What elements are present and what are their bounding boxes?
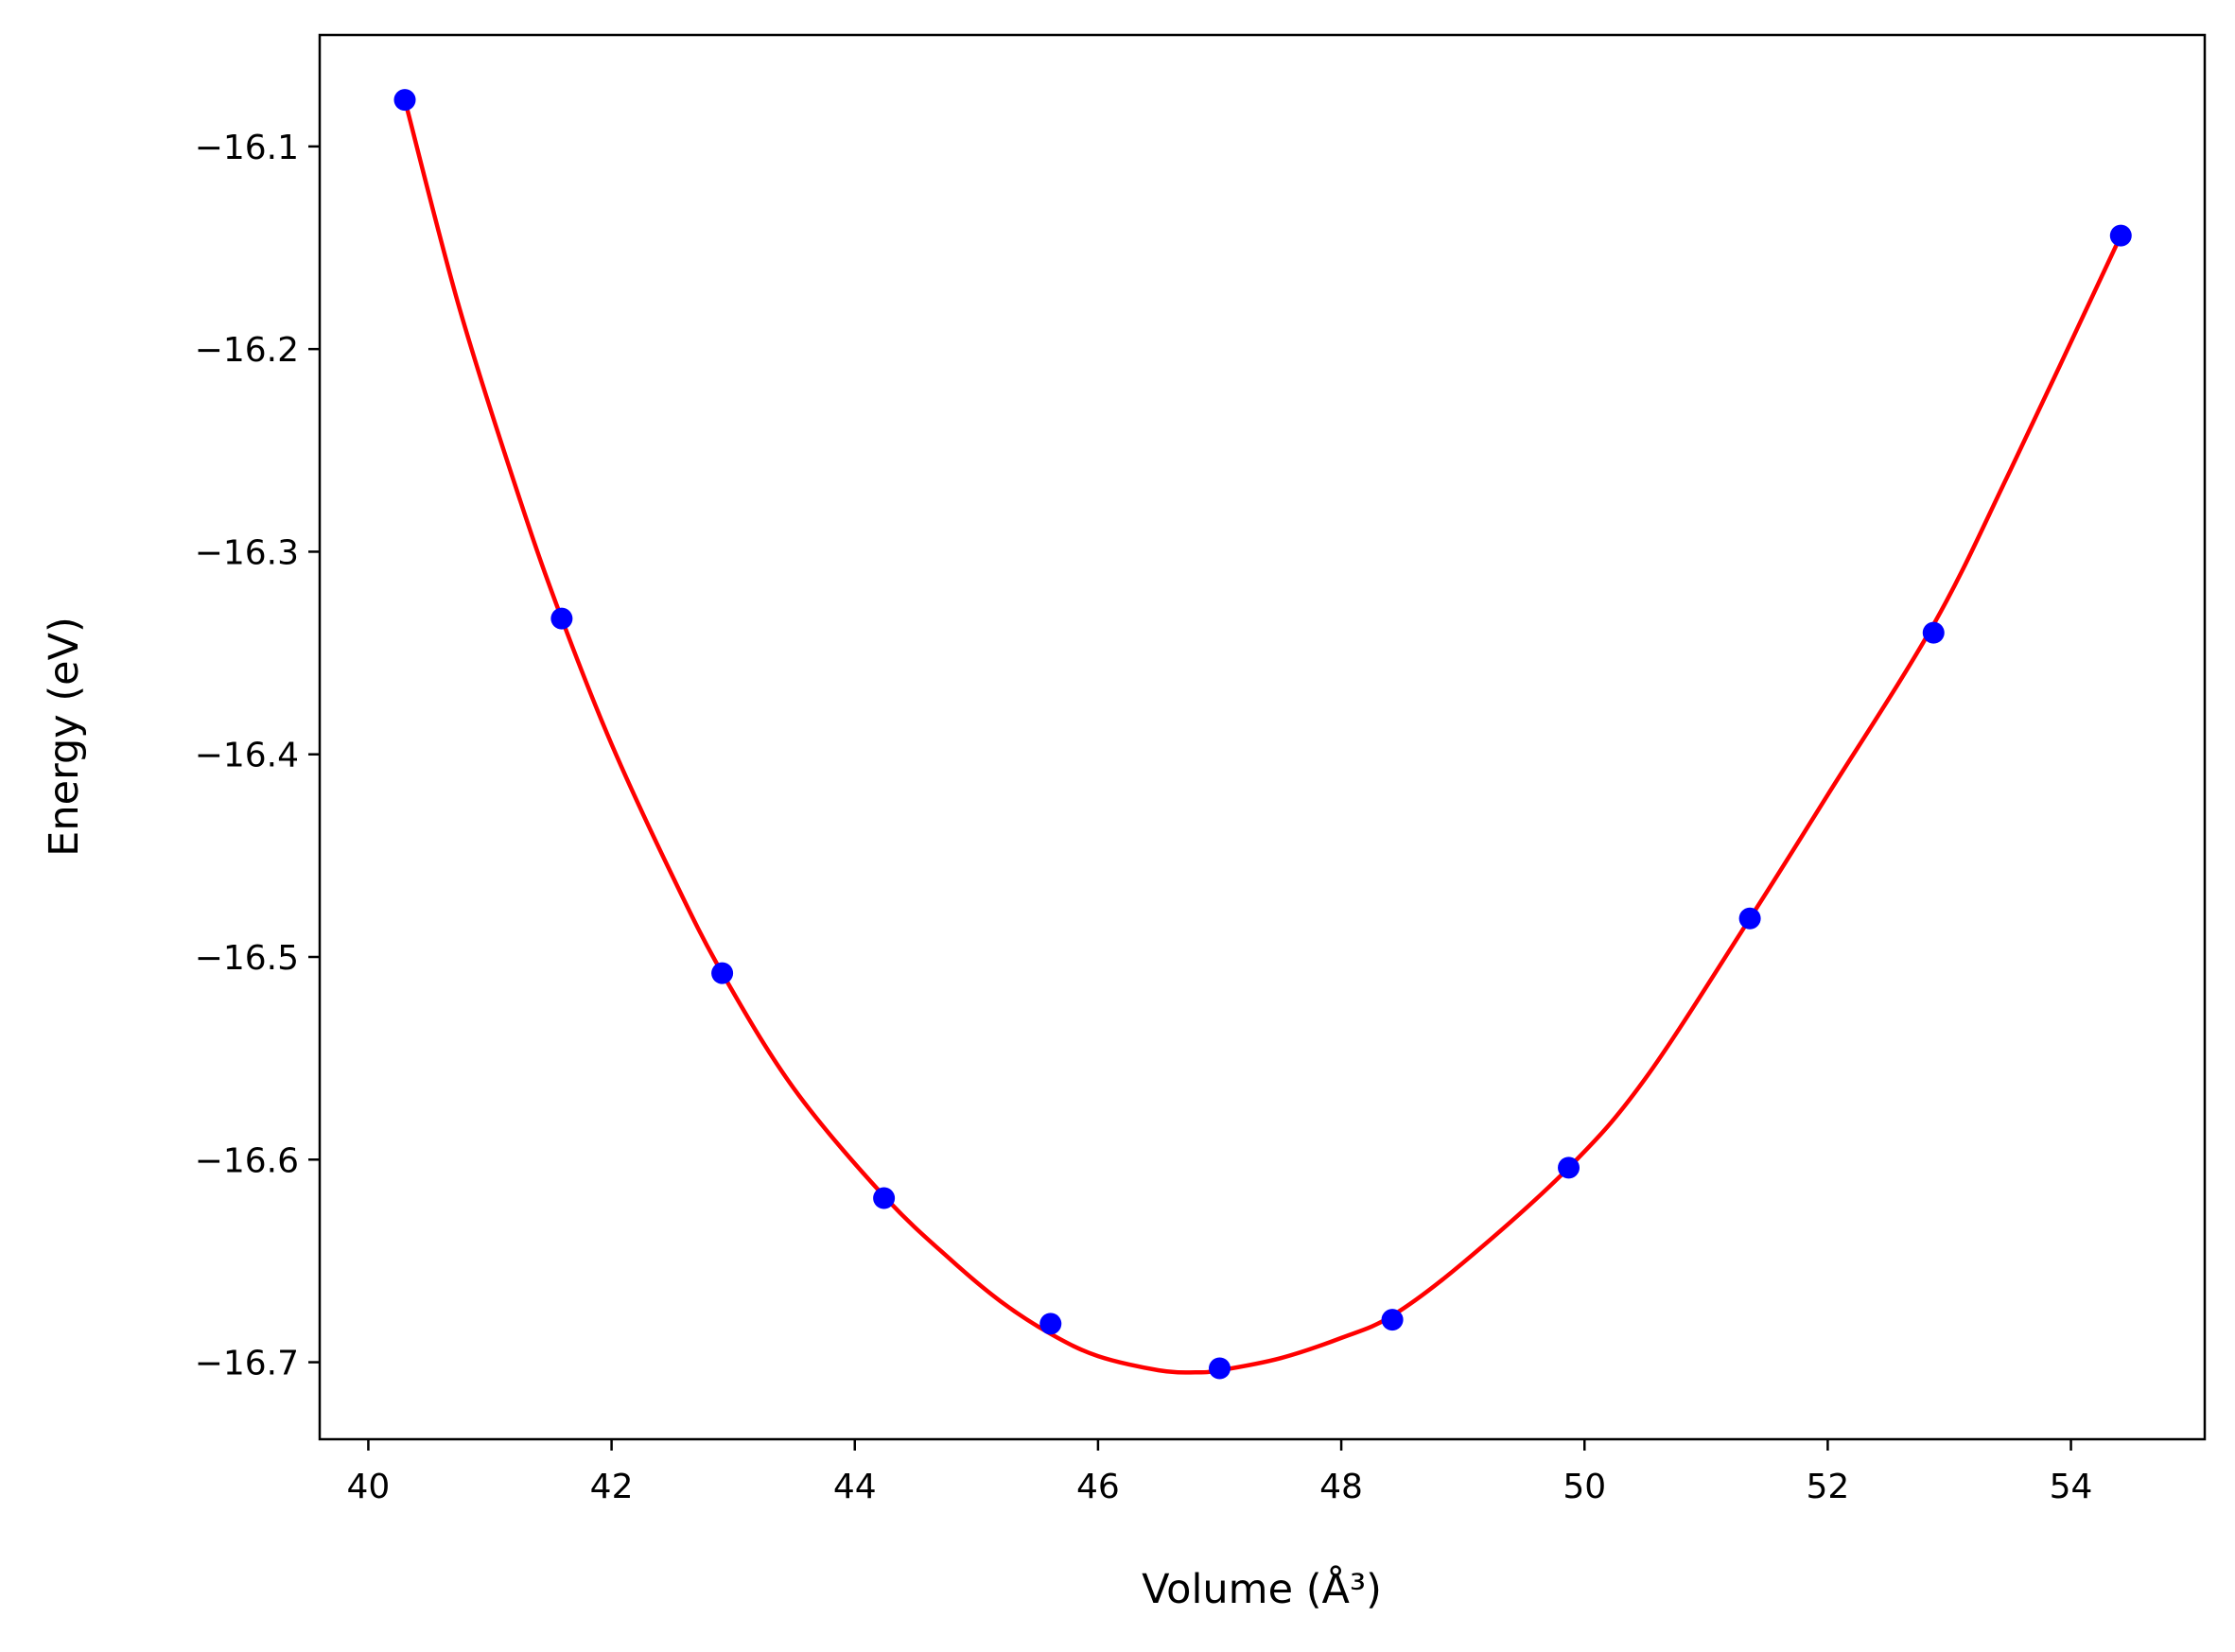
x-tick-label: 54: [2050, 1468, 2093, 1506]
data-point: [873, 1187, 896, 1209]
data-point: [393, 89, 416, 112]
data-point: [1558, 1156, 1580, 1179]
y-tick-label: −16.4: [195, 737, 299, 775]
x-tick-label: 52: [1806, 1468, 1849, 1506]
data-point: [1039, 1313, 1062, 1335]
data-point: [1381, 1309, 1404, 1331]
y-tick-label: −16.3: [195, 533, 299, 572]
fit-curve-layer: [402, 99, 2123, 1375]
x-tick-label: 48: [1319, 1468, 1363, 1506]
y-axis-label: Energy (eV): [41, 617, 88, 857]
plot-frame: [318, 33, 2207, 1441]
y-tick-label: −16.1: [195, 129, 299, 167]
y-tick-label: −16.2: [195, 331, 299, 370]
x-tick-label: 46: [1076, 1468, 1120, 1506]
plot-area-background: [320, 35, 2205, 1439]
x-tick-label: 44: [833, 1468, 877, 1506]
y-tick-label: −16.7: [195, 1345, 299, 1383]
data-points-layer: [393, 89, 2132, 1380]
data-point: [550, 607, 573, 630]
x-axis-label: Volume (Å³): [1142, 1565, 1382, 1613]
x-tick-label: 42: [590, 1468, 634, 1506]
y-tick-label: −16.5: [195, 939, 299, 978]
x-axis-ticks: 40 42 44 46 48 50 52 54: [347, 1439, 2093, 1506]
x-tick-label: 50: [1563, 1468, 1606, 1506]
y-tick-label: −16.6: [195, 1141, 299, 1180]
data-point: [2109, 224, 2132, 247]
data-point: [1738, 907, 1761, 930]
data-point: [1922, 621, 1945, 644]
fit-curve-line: [402, 99, 2123, 1375]
data-point: [711, 962, 734, 984]
y-axis-ticks: −16.1 −16.2 −16.3 −16.4 −16.5 −16.6 −16.7: [195, 129, 320, 1383]
x-tick-label: 40: [347, 1468, 391, 1506]
data-point: [1208, 1357, 1231, 1380]
